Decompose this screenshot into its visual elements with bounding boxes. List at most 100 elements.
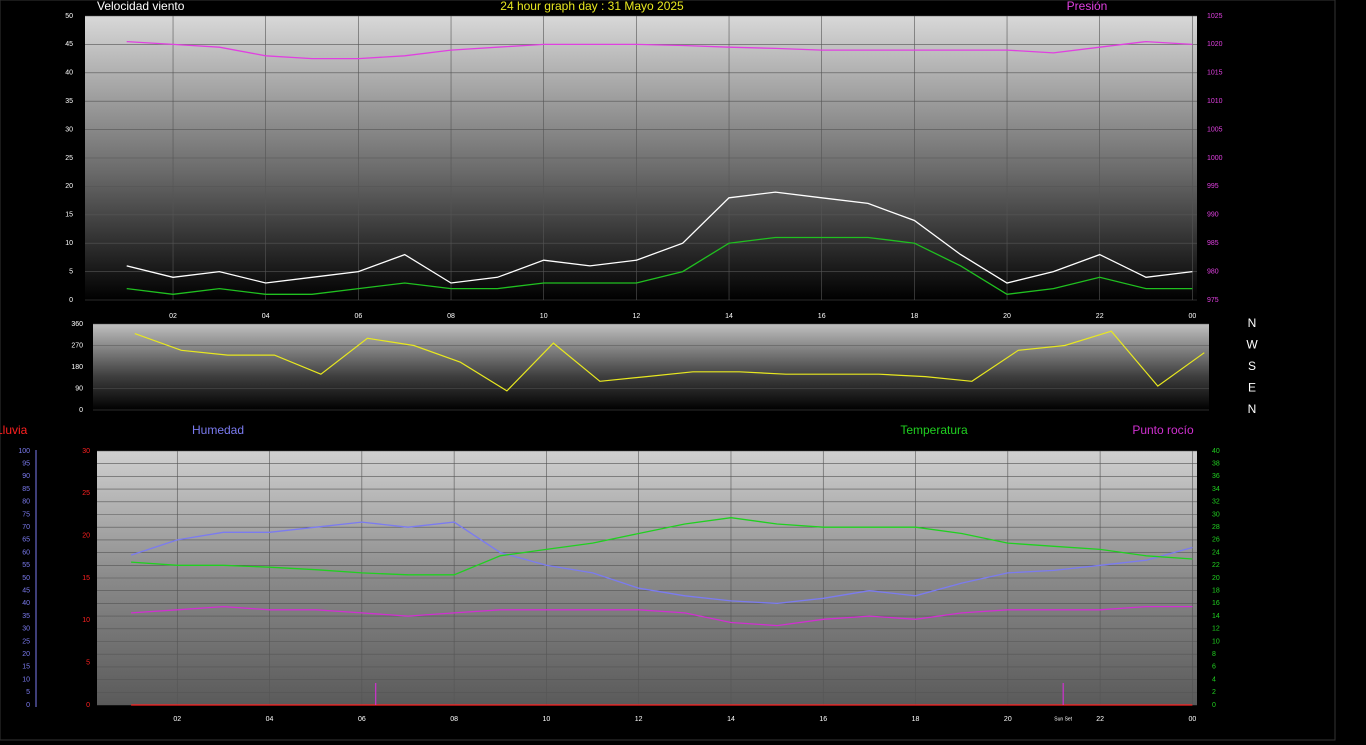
x-tick-label: 18 [912, 716, 920, 723]
y3-tick-label: 75 [22, 511, 30, 518]
y2-tick-label: 22 [1212, 562, 1220, 569]
y3-tick-label: 50 [22, 575, 30, 582]
y2-tick-label: 8 [1212, 651, 1216, 658]
y-tick-label: 360 [71, 321, 83, 328]
y3-tick-label: 25 [22, 638, 30, 645]
series-line [130, 521, 1193, 605]
x-tick-label: 14 [725, 313, 733, 320]
y-tick-label: 10 [82, 617, 90, 624]
y2-tick-label: 0 [1212, 702, 1216, 709]
y-tick-label: 40 [65, 70, 73, 77]
y-tick-label: 30 [65, 126, 73, 133]
y2-tick-label: 6 [1212, 664, 1216, 671]
y2-tick-label: 20 [1212, 575, 1220, 582]
legend-label: Temperatura [900, 423, 968, 437]
series-line [126, 40, 1193, 60]
x-tick-label: 16 [818, 313, 826, 320]
y2-tick-label: 16 [1212, 600, 1220, 607]
y2-tick-label: 30 [1212, 511, 1220, 518]
y-tick-label: 15 [65, 212, 73, 219]
x-tick-label: 04 [262, 313, 270, 320]
series-line [131, 517, 1193, 576]
legend-label: Presión [1067, 0, 1108, 13]
y2-tick-label: 32 [1212, 499, 1220, 506]
y3-tick-label: 90 [22, 473, 30, 480]
frame [0, 0, 1336, 741]
y2-tick-label: 4 [1212, 676, 1216, 683]
y-tick-label: 270 [71, 342, 83, 349]
x-tick-label: 14 [727, 716, 735, 723]
y-tick-label: 25 [82, 490, 90, 497]
series-line [126, 191, 1193, 284]
y-tick-label: 20 [65, 183, 73, 190]
y2-tick-label: 1015 [1207, 70, 1223, 77]
y3-tick-label: 35 [22, 613, 30, 620]
y2-tick-label: 1000 [1207, 155, 1223, 162]
y3-tick-label: 15 [22, 664, 30, 671]
y-tick-label: 180 [71, 364, 83, 371]
x-tick-label: 16 [819, 716, 827, 723]
y2-tick-label: 1025 [1207, 13, 1223, 20]
y-tick-label: 5 [69, 268, 73, 275]
y2-tick-label: 990 [1207, 212, 1219, 219]
y3-tick-label: 45 [22, 588, 30, 595]
x-tick-label: 06 [354, 313, 362, 320]
y3-tick-label: 95 [22, 461, 30, 468]
x-tick-label: 12 [635, 716, 643, 723]
y2-tick-label: W [1246, 338, 1258, 352]
x-tick-label: 20 [1004, 716, 1012, 723]
y2-tick-label: 24 [1212, 549, 1220, 556]
x-tick-label: 00 [1188, 313, 1196, 320]
y3-tick-label: 100 [18, 448, 30, 455]
x-tick-label: 10 [543, 716, 551, 723]
sun-marker-label: Sun Set [1054, 716, 1072, 722]
legend-label: Lluvia [0, 423, 28, 437]
y-tick-label: 50 [65, 13, 73, 20]
y2-tick-label: 28 [1212, 524, 1220, 531]
series-line [131, 605, 1193, 627]
y2-tick-label: 980 [1207, 268, 1219, 275]
x-tick-label: 06 [358, 716, 366, 723]
y3-tick-label: 5 [26, 689, 30, 696]
x-tick-label: 00 [1188, 716, 1196, 723]
x-tick-label: 08 [447, 313, 455, 320]
legend-label: Punto rocío [1132, 423, 1194, 437]
x-tick-label: 02 [173, 716, 181, 723]
chart-title: 24 hour graph day : 31 Mayo 2025 [500, 0, 684, 13]
y2-tick-label: 40 [1212, 448, 1220, 455]
y2-tick-label: E [1248, 381, 1256, 395]
legend-label: Humedad [192, 423, 244, 437]
y3-tick-label: 60 [22, 549, 30, 556]
y-tick-label: 0 [69, 297, 73, 304]
y3-tick-label: 0 [26, 702, 30, 709]
y-tick-label: 20 [82, 533, 90, 540]
y-tick-label: 90 [75, 385, 83, 392]
x-tick-label: 10 [540, 313, 548, 320]
y2-tick-label: 2 [1212, 689, 1216, 696]
y-tick-label: 30 [82, 448, 90, 455]
y3-tick-label: 55 [22, 562, 30, 569]
x-tick-label: 04 [266, 716, 274, 723]
y3-tick-label: 20 [22, 651, 30, 658]
y3-tick-label: 40 [22, 600, 30, 607]
legend-label: Velocidad viento [97, 0, 185, 13]
y3-tick-label: 65 [22, 537, 30, 544]
y-tick-label: 25 [65, 155, 73, 162]
series-line [126, 236, 1193, 295]
y-tick-label: 0 [79, 407, 83, 414]
y3-tick-label: 10 [22, 676, 30, 683]
y2-tick-label: 38 [1212, 461, 1220, 468]
x-tick-label: 12 [632, 313, 640, 320]
x-tick-label: 20 [1003, 313, 1011, 320]
y-tick-label: 45 [65, 41, 73, 48]
x-tick-label: 22 [1096, 313, 1104, 320]
y2-tick-label: 26 [1212, 537, 1220, 544]
y3-tick-label: 85 [22, 486, 30, 493]
y-tick-label: 0 [86, 702, 90, 709]
y2-tick-label: 1005 [1207, 126, 1223, 133]
y2-tick-label: S [1248, 359, 1256, 373]
x-tick-label: 18 [910, 313, 918, 320]
y2-tick-label: 975 [1207, 297, 1219, 304]
x-tick-label: 08 [450, 716, 458, 723]
y-tick-label: 35 [65, 98, 73, 105]
